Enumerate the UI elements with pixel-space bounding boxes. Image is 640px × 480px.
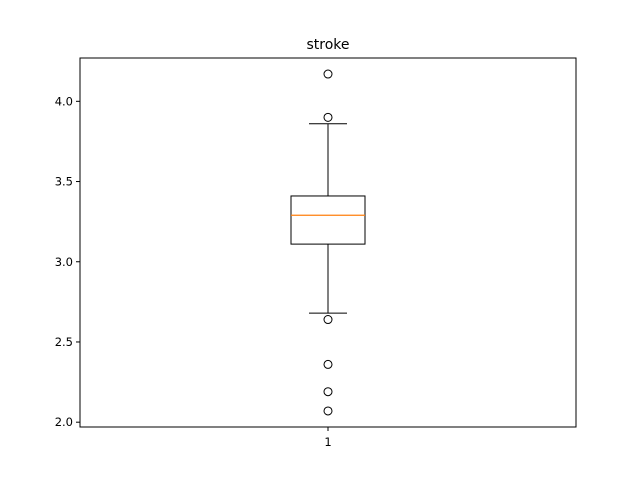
y-tick-label: 3.0 [55,255,73,269]
x-tick-label: 1 [324,435,331,449]
y-tick-label: 4.0 [55,94,73,108]
plot-frame [79,57,577,428]
y-tick-label: 2.5 [55,335,73,349]
outlier-point [323,359,333,369]
y-tick-label: 3.5 [55,175,73,189]
outlier-point [323,112,333,122]
chart-title: stroke [306,37,349,53]
outlier-point [323,315,333,325]
outlier-point [323,387,333,397]
outlier-point [323,69,333,79]
y-tick-label: 2.0 [55,415,73,429]
box-iqr [290,195,366,245]
outlier-point [323,406,333,416]
